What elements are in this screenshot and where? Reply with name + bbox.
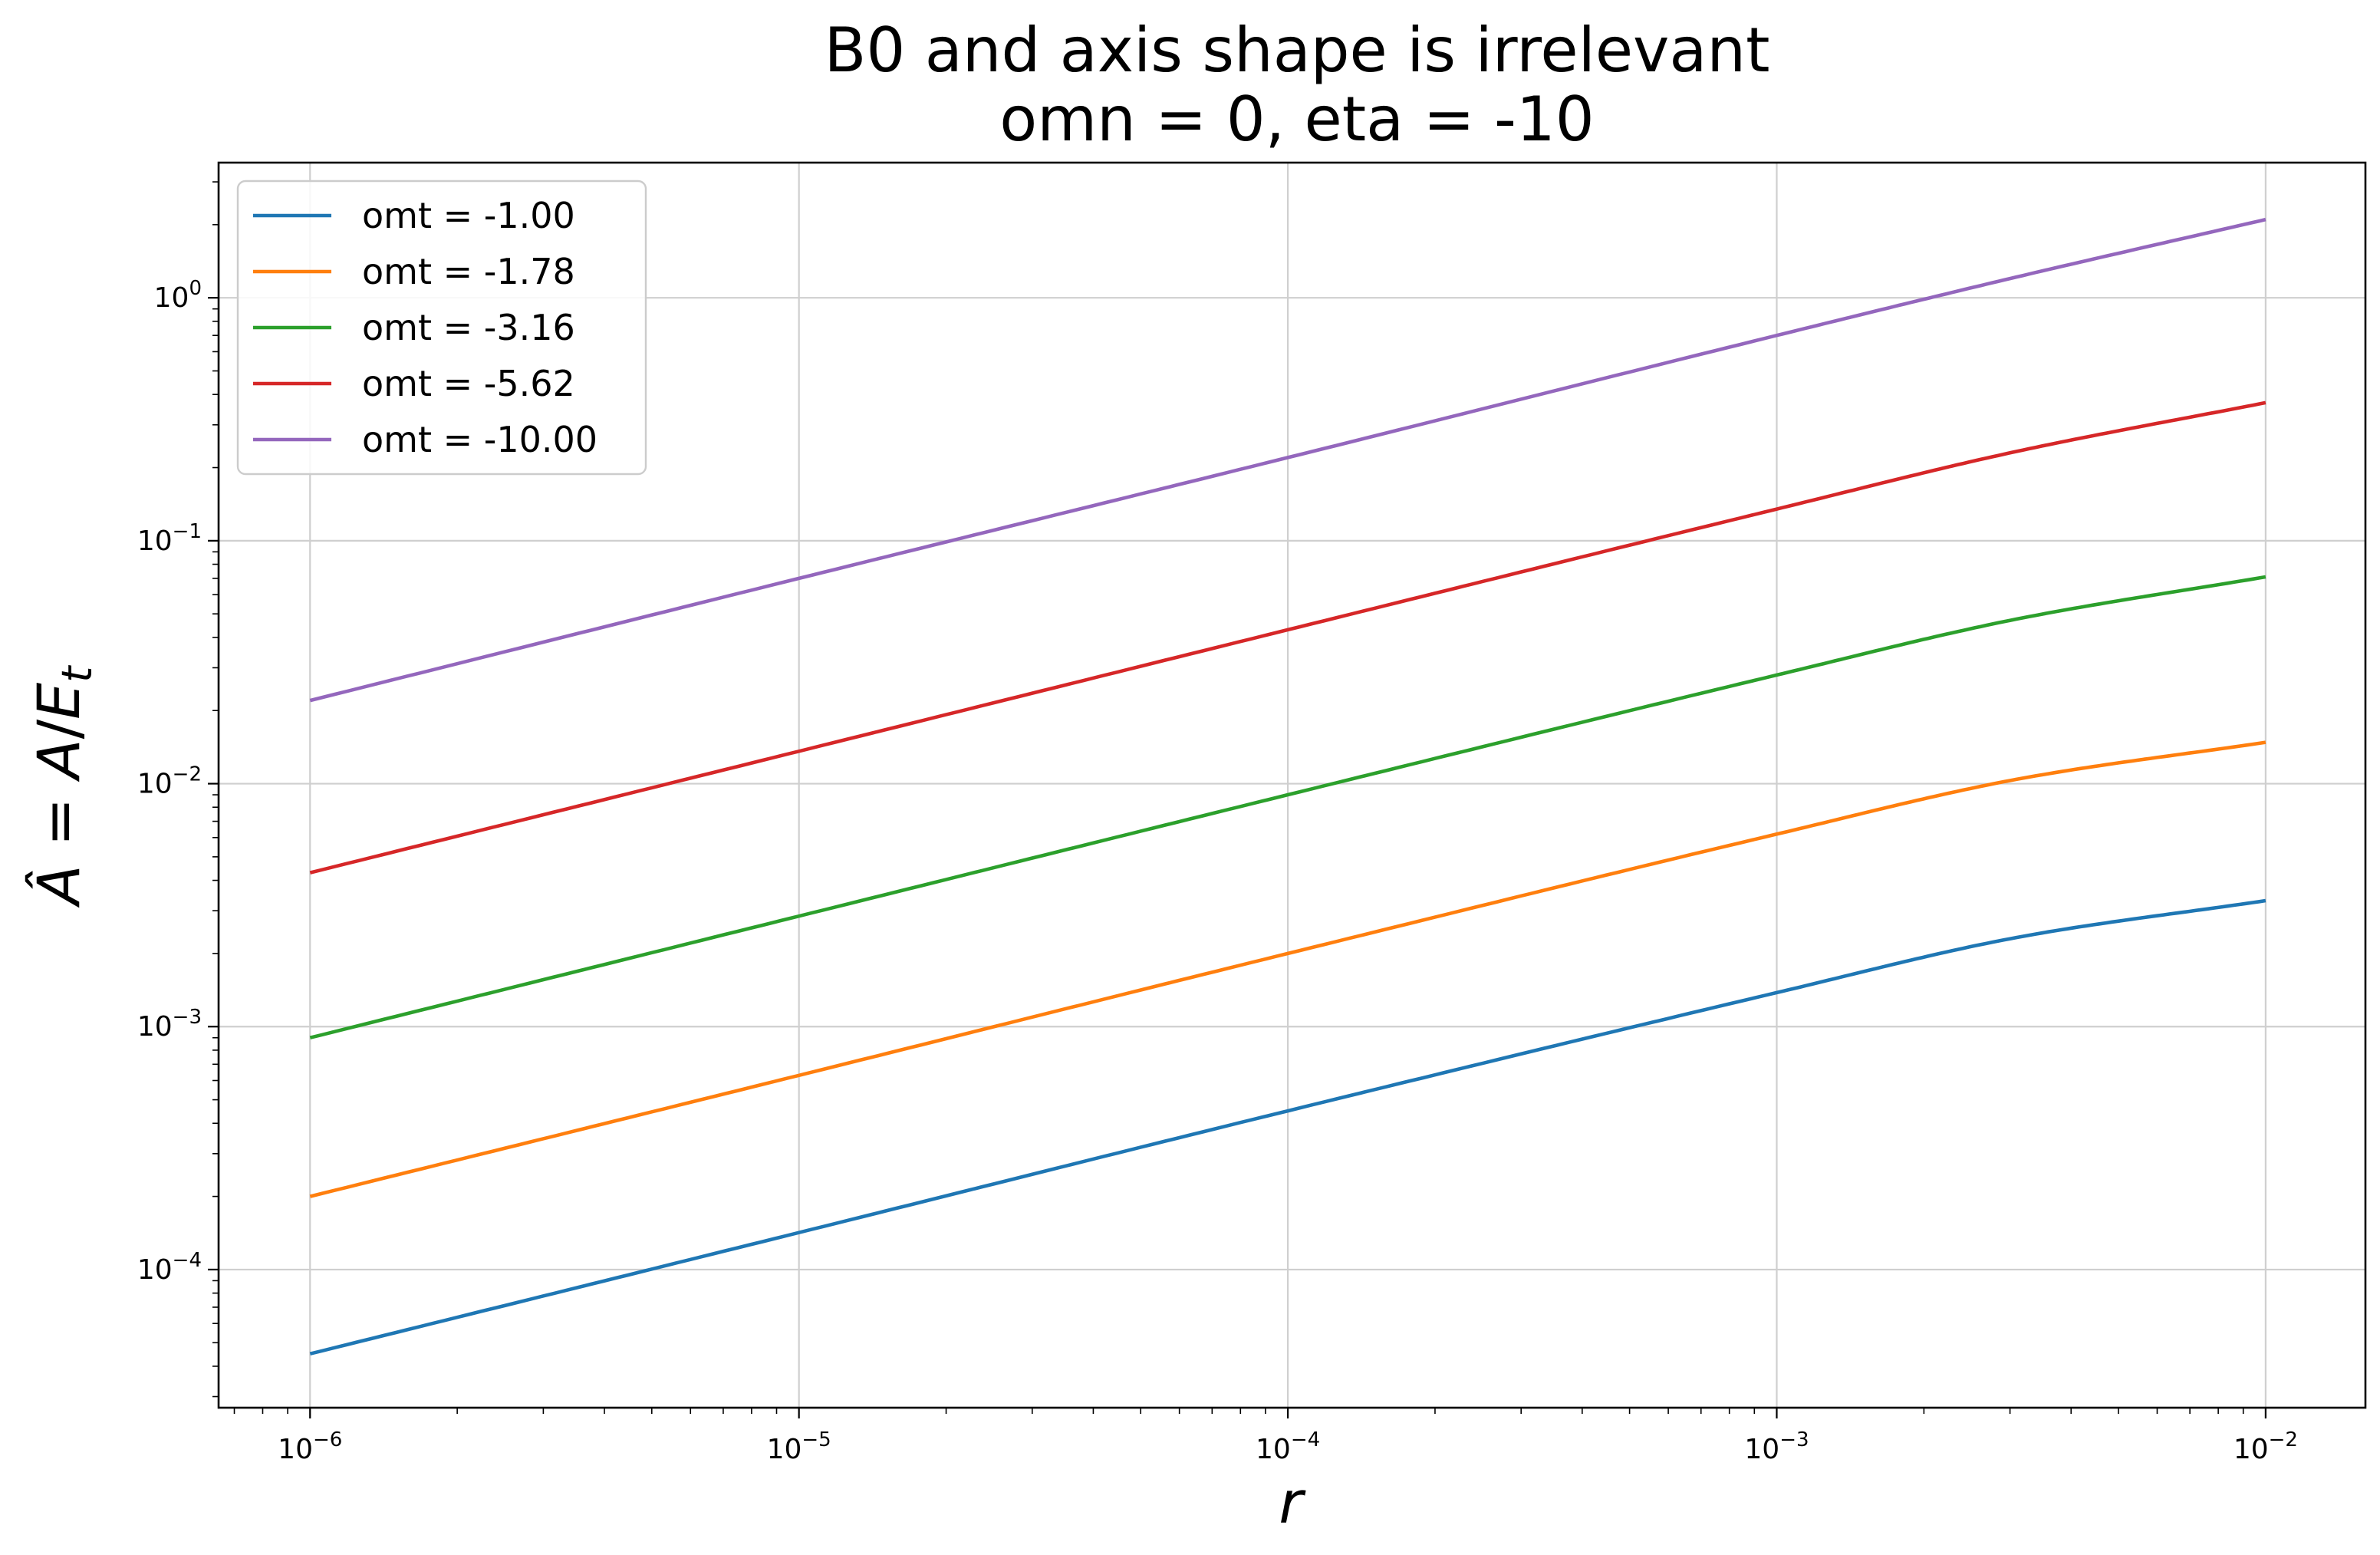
y-axis-label-lhs: Â bbox=[25, 865, 93, 908]
legend-label: omt = -3.16 bbox=[362, 307, 575, 348]
y-tick-label-base: 10 bbox=[154, 282, 189, 314]
legend-label: omt = -1.78 bbox=[362, 251, 575, 292]
legend: omt = -1.00 omt = -1.78 omt = -3.16 omt = -… bbox=[236, 180, 647, 476]
legend-label: omt = -5.62 bbox=[362, 363, 575, 404]
x-axis-label: r bbox=[1279, 1468, 1306, 1537]
legend-label: omt = -10.00 bbox=[362, 419, 597, 460]
x-tick-label-exp: −2 bbox=[2269, 1428, 2298, 1451]
series-line bbox=[309, 575, 2266, 1039]
x-tick-label-exp: −3 bbox=[1779, 1428, 1809, 1451]
x-tick-label-exp: −4 bbox=[1291, 1428, 1320, 1451]
svg-text:Â = A/Et: Â = A/Et bbox=[25, 665, 101, 909]
x-tick-label: 10−2 bbox=[2234, 1428, 2298, 1465]
y-axis-label-slash: / bbox=[25, 719, 93, 739]
y-axis-label-den: E bbox=[25, 683, 93, 720]
y-axis-label-sub: t bbox=[53, 665, 101, 683]
y-tick-label-exp: −3 bbox=[173, 1006, 202, 1029]
y-tick-label: 10−3 bbox=[137, 1006, 202, 1043]
x-tick-label-exp: −5 bbox=[802, 1428, 831, 1451]
plot-frame bbox=[217, 161, 2367, 1409]
x-tick-label-base: 10 bbox=[767, 1434, 802, 1465]
chart-title: B0 and axis shape is irrelevant bbox=[825, 15, 1770, 86]
plot-series bbox=[309, 217, 2266, 1356]
y-tick-label: 10−4 bbox=[137, 1249, 202, 1286]
y-tick-label: 10−1 bbox=[137, 520, 202, 557]
series-line bbox=[309, 740, 2266, 1198]
y-axis-label-eq: = bbox=[25, 779, 93, 865]
y-tick-label-exp: −2 bbox=[173, 763, 202, 786]
y-tick-label-exp: 0 bbox=[189, 277, 202, 300]
series-line bbox=[309, 400, 2266, 875]
y-tick-label: 10−2 bbox=[137, 763, 202, 800]
y-tick-label-base: 10 bbox=[137, 1254, 173, 1286]
y-tick-label-exp: −4 bbox=[173, 1249, 202, 1272]
y-tick-label-exp: −1 bbox=[173, 520, 202, 543]
legend-label: omt = -1.00 bbox=[362, 195, 575, 236]
y-tick-label-base: 10 bbox=[137, 525, 173, 557]
x-tick-label: 10−6 bbox=[278, 1428, 342, 1465]
x-tick-label-exp: −6 bbox=[313, 1428, 342, 1451]
x-tick-label: 10−3 bbox=[1744, 1428, 1809, 1465]
chart-subtitle: omn = 0, eta = -10 bbox=[999, 84, 1594, 155]
x-tick-label-base: 10 bbox=[1256, 1434, 1291, 1465]
y-tick-label-base: 10 bbox=[137, 1011, 173, 1043]
x-tick-label-base: 10 bbox=[1744, 1434, 1779, 1465]
series-line bbox=[309, 217, 2266, 703]
legend-frame bbox=[236, 180, 647, 476]
x-tick-label-base: 10 bbox=[2234, 1434, 2269, 1465]
y-tick-label-base: 10 bbox=[137, 769, 173, 800]
y-axis-label: Â = A/Et bbox=[25, 665, 101, 909]
grid bbox=[219, 163, 2365, 1408]
y-axis-label-num: A bbox=[25, 739, 93, 782]
series-line bbox=[309, 898, 2266, 1356]
x-tick-label: 10−4 bbox=[1256, 1428, 1320, 1465]
x-tick-label-base: 10 bbox=[278, 1434, 313, 1465]
y-tick-label: 100 bbox=[154, 277, 202, 314]
x-tick-label: 10−5 bbox=[767, 1428, 831, 1465]
